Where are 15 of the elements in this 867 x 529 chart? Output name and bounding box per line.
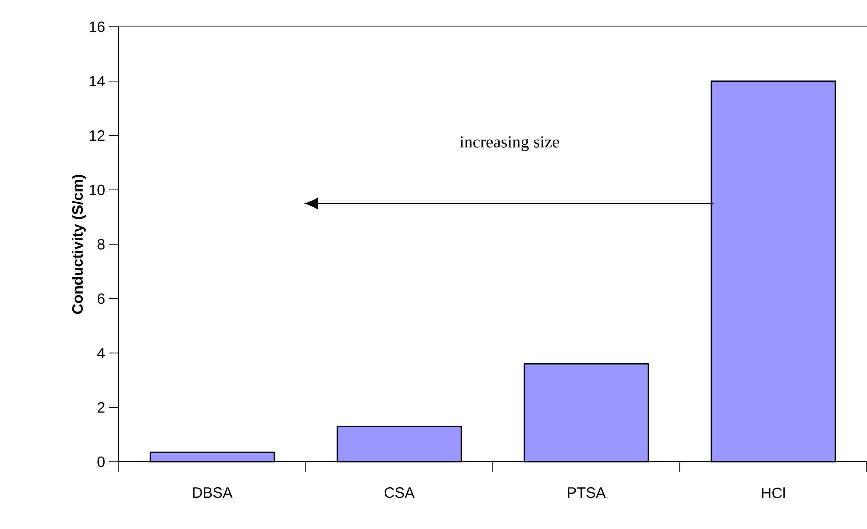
- y-tick-label: 16: [90, 22, 105, 32]
- y-tick-label: 0: [98, 456, 105, 468]
- y-tick-label: 6: [98, 294, 105, 304]
- x-tick-label: DBSA: [193, 488, 233, 498]
- x-tick-label: PTSA: [568, 488, 606, 498]
- y-axis-title: Conductivity (S/cm): [72, 175, 86, 314]
- y-tick-label: 8: [98, 239, 105, 250]
- y-tick-label: 14: [90, 76, 106, 87]
- y-tick-label: 2: [98, 402, 105, 413]
- y-tick-label: 10: [90, 184, 105, 196]
- y-tick-label: 12: [90, 130, 105, 141]
- y-tick-label: 4: [98, 348, 106, 358]
- annotation: increasing size: [460, 136, 560, 152]
- x-tick-label: CSA: [384, 488, 415, 498]
- x-tick-label: HCl: [762, 488, 785, 498]
